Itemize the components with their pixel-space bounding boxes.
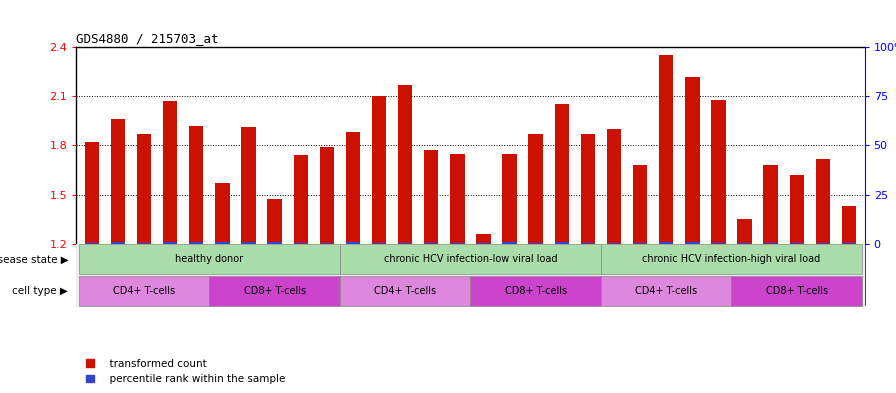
Bar — [529, 242, 543, 244]
Bar — [346, 132, 360, 244]
Bar — [189, 126, 203, 244]
Bar — [84, 243, 99, 244]
Bar — [424, 150, 438, 244]
Bar — [163, 242, 177, 244]
Bar — [137, 242, 151, 244]
Bar — [79, 276, 210, 306]
Bar — [210, 276, 340, 306]
Bar — [79, 244, 340, 274]
Bar — [711, 99, 726, 244]
Bar — [737, 219, 752, 244]
Text: CD8+ T-cells: CD8+ T-cells — [766, 286, 828, 296]
Bar — [842, 243, 857, 244]
Bar — [294, 155, 308, 244]
Bar — [581, 134, 595, 244]
Bar — [633, 243, 647, 244]
Bar — [529, 134, 543, 244]
Bar — [320, 147, 334, 244]
Bar — [215, 242, 229, 244]
Bar — [241, 127, 255, 244]
Bar — [111, 119, 125, 244]
Bar — [450, 243, 464, 244]
Bar — [267, 242, 281, 244]
Bar — [731, 276, 862, 306]
Bar — [601, 276, 731, 306]
Bar — [789, 243, 804, 244]
Bar — [789, 175, 804, 244]
Bar — [607, 242, 621, 244]
Bar — [424, 243, 438, 244]
Bar — [320, 243, 334, 244]
Bar — [241, 242, 255, 244]
Bar — [189, 242, 203, 244]
Text: chronic HCV infection-high viral load: chronic HCV infection-high viral load — [642, 254, 821, 264]
Legend:   transformed count,   percentile rank within the sample: transformed count, percentile rank withi… — [86, 359, 285, 384]
Bar — [398, 242, 412, 244]
Bar — [763, 243, 778, 244]
Bar — [815, 243, 830, 244]
Text: CD4+ T-cells: CD4+ T-cells — [635, 286, 697, 296]
Bar — [477, 234, 491, 244]
Bar — [842, 206, 857, 244]
Bar — [763, 165, 778, 244]
Bar — [340, 276, 470, 306]
Bar — [84, 142, 99, 244]
Bar — [477, 243, 491, 244]
Text: CD4+ T-cells: CD4+ T-cells — [113, 286, 175, 296]
Bar — [163, 101, 177, 244]
Text: GDS4880 / 215703_at: GDS4880 / 215703_at — [76, 31, 219, 44]
Bar — [503, 154, 517, 244]
Bar — [398, 85, 412, 244]
Bar — [607, 129, 621, 244]
Bar — [555, 242, 569, 244]
Bar — [659, 242, 674, 244]
Bar — [685, 242, 700, 244]
Text: CD8+ T-cells: CD8+ T-cells — [244, 286, 306, 296]
Bar — [659, 55, 674, 244]
Bar — [737, 243, 752, 244]
Text: cell type ▶: cell type ▶ — [13, 286, 68, 296]
Bar — [346, 242, 360, 244]
Bar — [685, 77, 700, 244]
Bar — [111, 242, 125, 244]
Bar — [267, 199, 281, 244]
Text: chronic HCV infection-low viral load: chronic HCV infection-low viral load — [383, 254, 557, 264]
Bar — [555, 105, 569, 244]
Bar — [137, 134, 151, 244]
Text: CD8+ T-cells: CD8+ T-cells — [504, 286, 567, 296]
Bar — [503, 242, 517, 244]
Bar — [633, 165, 647, 244]
Bar — [340, 244, 601, 274]
Bar — [581, 243, 595, 244]
Bar — [372, 96, 386, 244]
Bar — [294, 243, 308, 244]
Bar — [470, 276, 601, 306]
Bar — [601, 244, 862, 274]
Text: healthy donor: healthy donor — [176, 254, 244, 264]
Text: disease state ▶: disease state ▶ — [0, 254, 68, 264]
Bar — [450, 154, 464, 244]
Bar — [215, 183, 229, 244]
Bar — [711, 242, 726, 244]
Bar — [372, 242, 386, 244]
Bar — [815, 158, 830, 244]
Text: CD4+ T-cells: CD4+ T-cells — [374, 286, 436, 296]
